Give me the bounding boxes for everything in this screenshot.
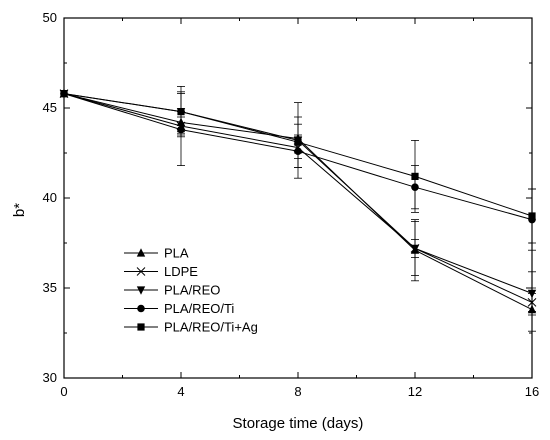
x-tick-label: 0: [60, 384, 67, 399]
legend-entry: PLA/REO: [124, 283, 220, 298]
legend-label: PLA/REO: [164, 283, 220, 298]
legend: PLA LDPE PLA/REO PLA/REO/Ti PLA/REO/Ti+Ag: [124, 246, 258, 335]
data-point: [411, 172, 419, 180]
y-tick-label: 50: [43, 10, 57, 25]
legend-label: PLA/REO/Ti: [164, 301, 234, 316]
legend-entry: LDPE: [124, 264, 198, 279]
x-tick-label: 4: [177, 384, 184, 399]
legend-label: LDPE: [164, 264, 198, 279]
legend-marker: [136, 286, 146, 295]
legend-label: PLA: [164, 246, 189, 261]
legend-label: PLA/REO/Ti+Ag: [164, 320, 258, 335]
x-axis-label: Storage time (days): [233, 415, 364, 432]
legend-marker: [136, 248, 146, 257]
data-point: [60, 90, 68, 98]
legend-entry: PLA/REO/Ti: [124, 301, 234, 316]
data-markers: [59, 88, 537, 314]
data-point: [528, 212, 536, 220]
y-tick-label: 45: [43, 100, 57, 115]
legend-entry: PLA: [124, 246, 189, 261]
legend-entry: PLA/REO/Ti+Ag: [124, 320, 258, 335]
axes: 0 4 8 12 16 30 35 40 45 50: [43, 10, 540, 399]
data-point: [411, 183, 419, 191]
x-tick-label: 16: [525, 384, 539, 399]
legend-marker: [137, 323, 145, 331]
data-point: [177, 125, 185, 134]
data-point: [527, 298, 537, 307]
y-tick-label: 35: [43, 280, 57, 295]
data-point: [294, 138, 302, 146]
plot-border: [63, 17, 533, 379]
error-bars: [177, 86, 536, 332]
x-tick-label: 8: [294, 384, 301, 399]
data-point: [177, 108, 185, 116]
data-point: [527, 304, 537, 314]
y-tick-label: 30: [43, 370, 57, 385]
x-tick-label: 12: [408, 384, 422, 399]
plot-area: [63, 17, 533, 379]
data-point: [410, 244, 420, 254]
data-point: [527, 289, 537, 299]
legend-marker: [136, 267, 146, 276]
y-axis-label: b*: [11, 203, 28, 217]
data-point: [294, 147, 302, 155]
y-tick-label: 40: [43, 190, 57, 205]
legend-marker: [137, 304, 145, 313]
